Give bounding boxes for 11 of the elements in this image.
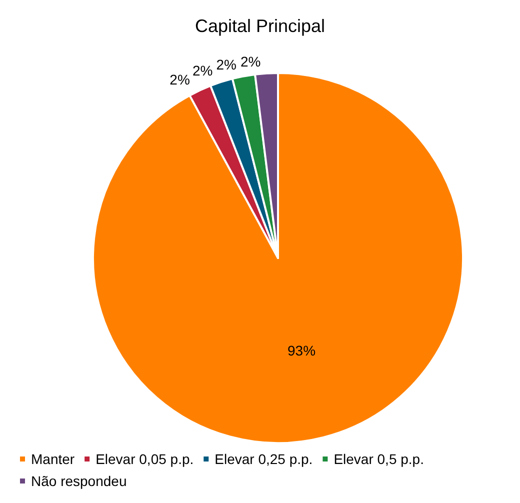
legend-label: Elevar 0,25 p.p.	[214, 451, 313, 467]
data-label: 2%	[240, 53, 261, 70]
legend-label: Manter	[31, 451, 75, 467]
legend-label: Elevar 0,05 p.p.	[96, 451, 194, 467]
data-label: 2%	[192, 62, 213, 78]
legend-label: Elevar 0,5 p.p.	[334, 451, 424, 467]
chart-title: Capital Principal	[194, 16, 326, 36]
legend-label: Não respondeu	[31, 473, 127, 489]
data-label: 93%	[288, 342, 316, 359]
data-label: 2%	[216, 56, 236, 72]
data-label: 2%	[170, 71, 190, 88]
